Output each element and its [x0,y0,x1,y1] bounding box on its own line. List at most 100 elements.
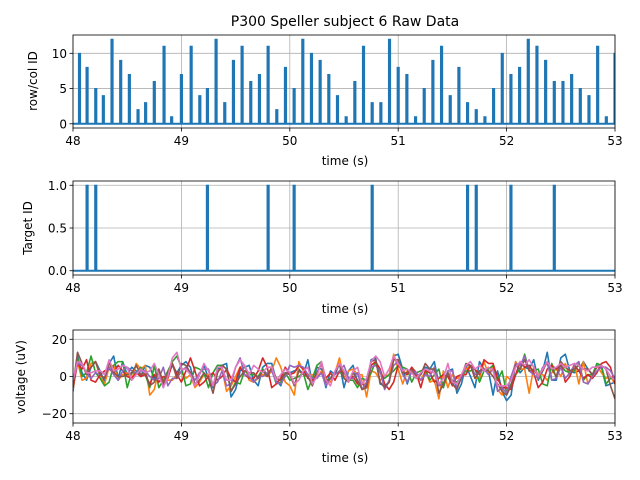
pulse-mark [552,184,556,272]
pulse-mark [136,109,140,125]
pulse-mark [465,102,470,125]
pulse-mark [535,45,539,125]
pulse-mark [205,184,209,272]
pulse-mark [448,95,452,125]
x-tick-label: 53 [607,429,622,443]
x-axis-label: time (s) [322,451,369,465]
pulse-mark [413,116,418,125]
panel-voltage: time (s) voltage (uV) 48 49 50 51 52 53 −20 0 20 [14,329,623,465]
pulse-mark [483,116,487,125]
pulse-mark [457,66,461,125]
pulse-mark [205,88,209,125]
x-tick-label: 53 [607,134,622,148]
y-tick-label: 0.0 [48,264,67,278]
pulse-mark [474,109,478,125]
x-tick-label: 50 [282,429,297,443]
pulse-mark [170,116,174,125]
pulse-mark [604,116,608,125]
voltage-series-line [73,351,615,389]
data-layer [73,184,615,272]
pulse-mark [396,66,400,125]
pulse-mark [353,81,357,125]
x-tick-label: 50 [282,281,297,295]
pulse-mark [379,102,383,125]
pulse-mark [474,184,478,272]
pulse-mark [275,109,279,125]
pulse-mark [266,45,270,125]
x-tick-label: 53 [607,281,622,295]
x-tick-label: 48 [65,429,80,443]
pulse-mark [309,52,314,125]
x-tick-label: 50 [282,134,297,148]
pulse-mark [249,81,253,125]
pulse-mark [214,38,218,125]
pulse-mark [101,95,105,125]
pulse-mark [509,73,513,125]
y-tick-label: 0 [59,117,67,131]
pulse-mark [283,66,288,125]
pulse-mark [257,73,262,125]
pulse-mark [344,116,348,125]
pulse-mark [292,184,296,272]
y-tick-label: 5 [59,82,67,96]
pulse-mark [94,184,98,272]
y-axis-label: Target ID [21,201,35,256]
pulse-mark [223,102,227,125]
pulse-mark [266,184,270,272]
pulse-mark [405,73,409,125]
pulse-mark [492,88,496,125]
voltage-series-line [73,351,615,400]
y-axis-label: row/col ID [26,51,40,111]
pulse-mark [77,52,82,125]
pulse-mark [327,73,331,125]
x-tick-label: 49 [174,429,189,443]
pulse-mark [162,45,166,125]
pulse-mark [231,59,236,125]
pulse-mark [561,81,565,125]
pulse-mark [552,81,556,125]
data-layer [73,38,615,125]
pulse-mark [500,52,504,125]
x-axis-label: time (s) [322,154,369,168]
data-layer [73,351,615,402]
pulse-mark [596,45,600,125]
y-tick-label: 0 [59,370,67,384]
pulse-mark [518,66,522,125]
x-tick-label: 51 [391,281,406,295]
pulse-mark [335,95,340,125]
pulse-mark [387,38,392,125]
pulse-mark [179,73,183,125]
x-tick-label: 51 [391,429,406,443]
x-tick-label: 52 [499,429,514,443]
pulse-mark [570,73,574,125]
y-tick-label: −20 [42,407,67,421]
pulse-mark [578,88,582,125]
pulse-mark [119,59,123,125]
pulse-mark [189,45,193,125]
pulse-mark [509,184,513,272]
x-tick-label: 49 [174,134,189,148]
pulse-mark [144,102,148,125]
x-axis-label: time (s) [322,302,369,316]
pulse-mark [465,184,470,272]
pulse-mark [85,184,89,272]
panel-row-col-id: time (s) row/col ID 48 49 50 51 52 53 0 5 10 [26,34,623,168]
chart-title: P300 Speller subject 6 Raw Data [231,14,459,30]
pulse-mark [198,95,202,125]
pulse-mark [544,59,548,125]
x-tick-label: 49 [174,281,189,295]
pulse-mark [110,38,114,125]
y-tick-label: 20 [52,333,67,347]
x-tick-label: 51 [391,134,406,148]
pulse-mark [292,88,296,125]
y-tick-label: 0.5 [48,222,67,236]
y-tick-label: 1.0 [48,179,67,193]
pulse-mark [370,184,374,272]
pulse-mark [526,38,530,125]
x-tick-label: 48 [65,281,80,295]
pulse-mark [85,66,89,125]
y-tick-label: 10 [52,47,67,61]
pulse-mark [318,59,322,125]
pulse-mark [361,45,366,125]
